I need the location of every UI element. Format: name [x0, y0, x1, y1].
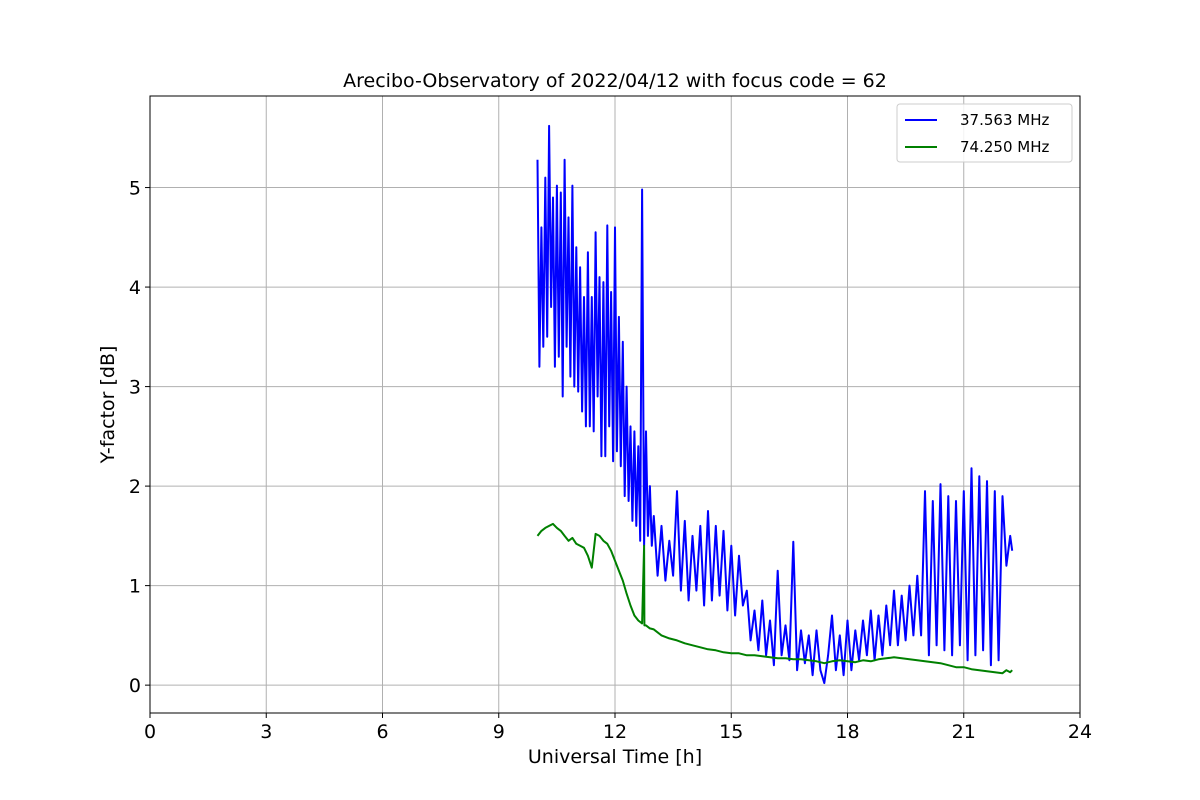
x-tick-label: 9 — [493, 721, 505, 743]
y-tick-label: 1 — [129, 576, 141, 598]
x-tick-label: 12 — [603, 721, 627, 743]
legend-box — [896, 103, 1073, 163]
y-tick-label: 0 — [129, 675, 141, 697]
x-tick-label: 0 — [144, 721, 156, 743]
x-tick-label: 3 — [260, 721, 272, 743]
x-tick-label: 24 — [1068, 721, 1092, 743]
series-line-1 — [536, 124, 1014, 685]
legend: 37.563 MHz 74.250 MHz — [896, 103, 1073, 163]
x-tick-label: 15 — [719, 721, 743, 743]
legend-label: 37.563 MHz — [960, 111, 1049, 129]
x-axis-label: Universal Time [h] — [528, 746, 702, 768]
legend-label: 74.250 MHz — [960, 138, 1049, 156]
y-tick-label: 2 — [129, 476, 141, 498]
series-layer — [536, 124, 1014, 685]
series-line-2 — [536, 522, 1013, 675]
x-tick-label: 6 — [376, 721, 388, 743]
y-axis-label: Y-factor [dB] — [97, 346, 119, 465]
x-tick-label: 18 — [835, 721, 859, 743]
y-tick-label: 3 — [129, 377, 141, 399]
y-tick-label: 4 — [129, 277, 141, 299]
chart-title: Arecibo-Observatory of 2022/04/12 with f… — [343, 70, 887, 92]
y-tick-label: 5 — [129, 178, 141, 200]
x-tick-label: 21 — [952, 721, 976, 743]
